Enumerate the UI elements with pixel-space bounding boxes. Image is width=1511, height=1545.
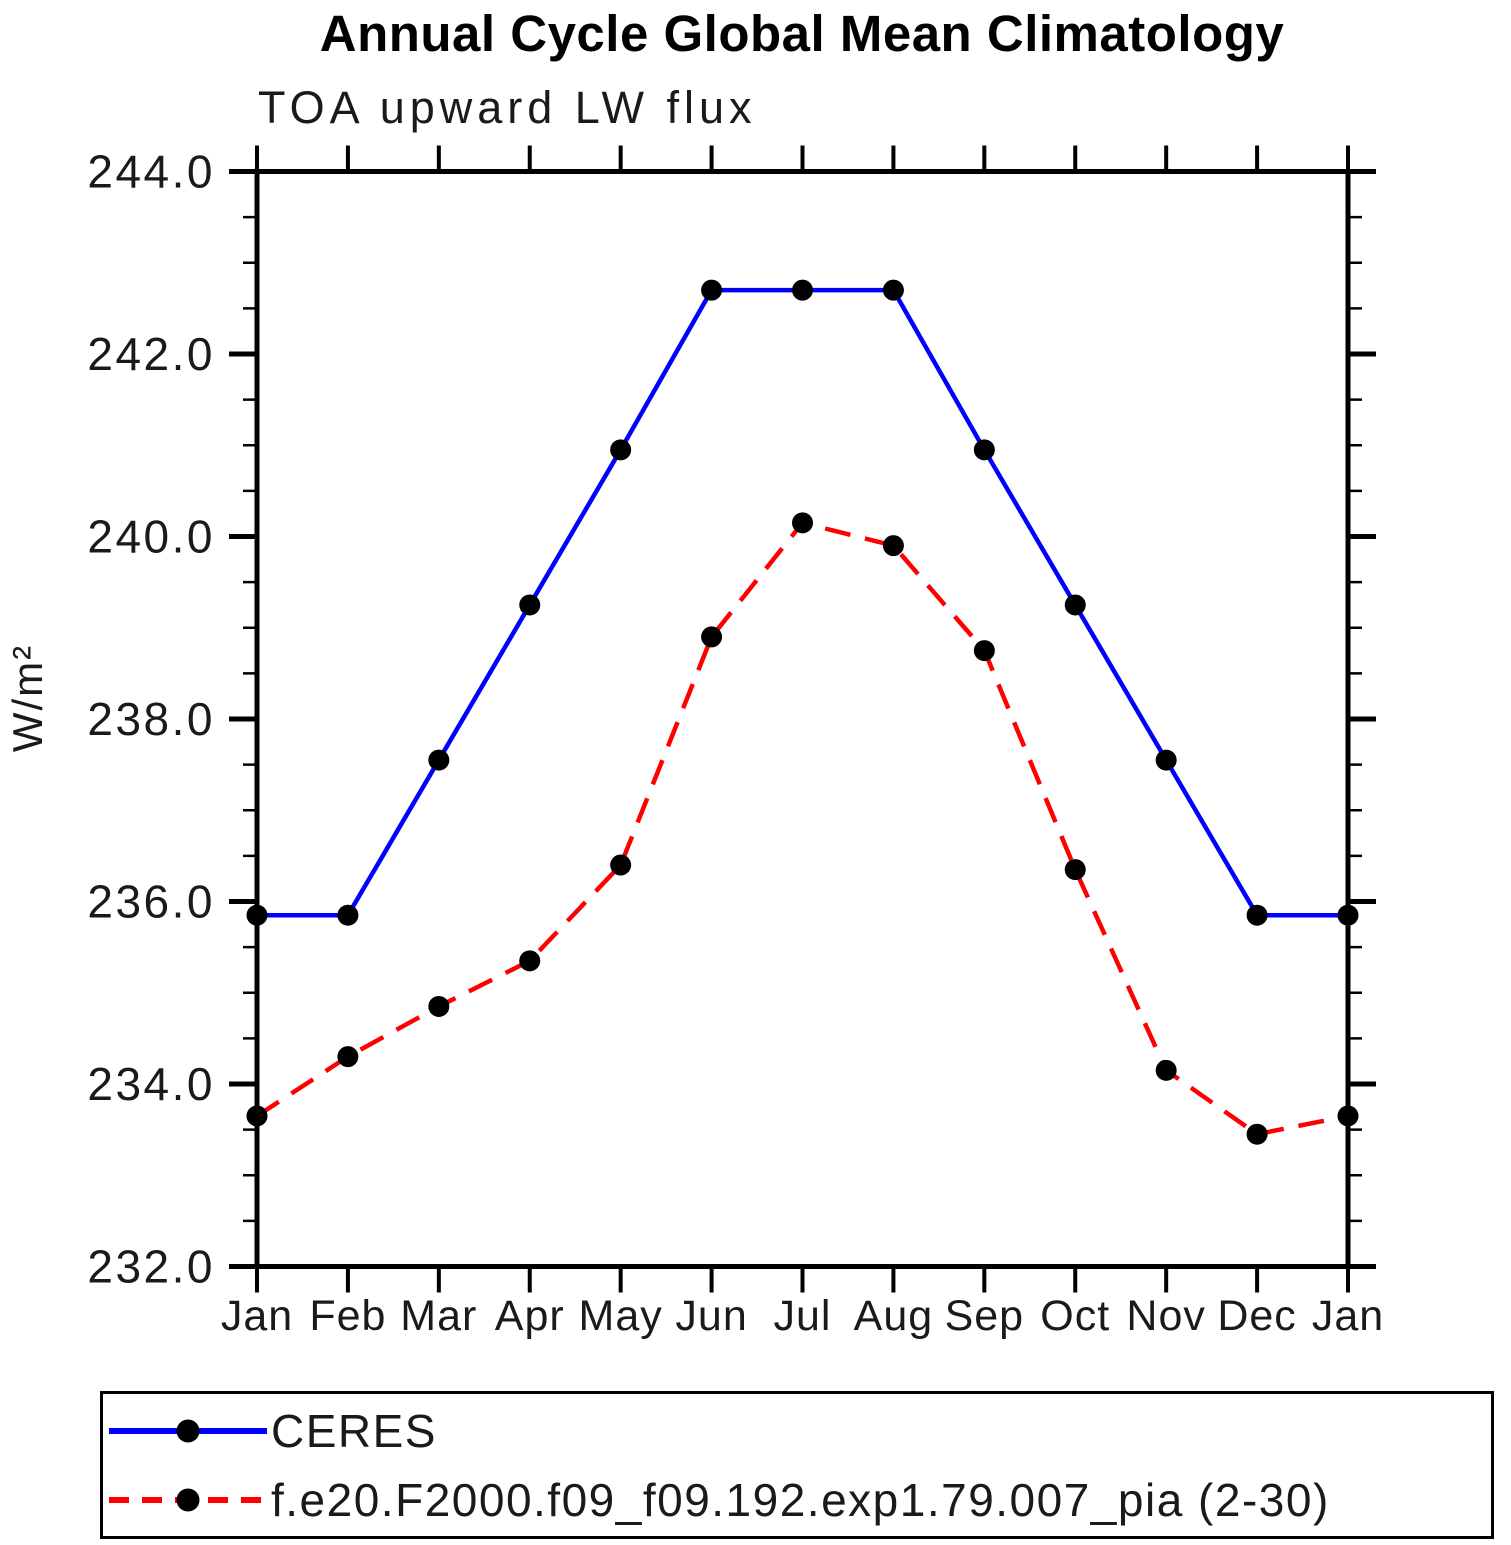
data-point-model	[1246, 1123, 1268, 1145]
data-point-ceres	[1064, 594, 1086, 616]
data-point-ceres	[792, 279, 813, 301]
legend-swatch-marker	[176, 1419, 200, 1442]
data-point-ceres	[610, 439, 632, 461]
x-tick-label: Jul	[774, 1292, 832, 1340]
series-line-model	[255, 520, 1349, 1137]
data-point-ceres	[428, 749, 450, 771]
data-point-model	[701, 626, 723, 648]
x-tick-label: Sep	[945, 1292, 1025, 1340]
y-tick-label: 236.0	[87, 876, 215, 928]
y-tick-label: 232.0	[87, 1241, 215, 1293]
legend-swatch-marker	[176, 1488, 200, 1511]
data-point-model	[1064, 859, 1086, 881]
legend-item-ceres: CERES	[103, 1398, 1491, 1464]
y-tick-label: 244.0	[87, 146, 215, 198]
data-point-ceres	[1155, 749, 1177, 771]
x-tick-label: Feb	[309, 1292, 386, 1340]
model-line-swatch	[109, 1488, 267, 1511]
legend-label-ceres: CERES	[271, 1404, 437, 1457]
data-point-ceres	[973, 439, 995, 461]
data-point-ceres	[701, 279, 723, 301]
data-point-model	[428, 995, 450, 1017]
series-line-ceres	[257, 287, 1348, 918]
data-point-ceres	[246, 904, 268, 926]
data-point-model	[882, 535, 904, 557]
ceres-line-swatch	[109, 1419, 267, 1442]
y-tick-label: 238.0	[87, 693, 215, 745]
data-point-ceres	[337, 904, 359, 926]
data-point-model	[519, 950, 541, 972]
y-tick-label: 242.0	[87, 328, 215, 380]
data-point-model	[973, 640, 995, 662]
data-point-model	[246, 1105, 268, 1127]
x-tick-label: Jan	[221, 1292, 293, 1340]
x-tick-label: Oct	[1040, 1292, 1110, 1340]
x-tick-label: May	[579, 1292, 663, 1340]
data-point-ceres	[1246, 904, 1268, 926]
legend-item-model: f.e20.F2000.f09_f09.192.exp1.79.007_pia …	[103, 1467, 1491, 1533]
data-point-model	[337, 1046, 359, 1068]
data-point-ceres	[1337, 904, 1359, 926]
x-tick-label: Mar	[400, 1292, 477, 1340]
x-tick-label: Aug	[854, 1292, 934, 1340]
x-tick-label: Jan	[1312, 1292, 1384, 1340]
y-tick-label: 234.0	[87, 1058, 215, 1110]
y-tick-label: 240.0	[87, 511, 215, 563]
legend-label-model: f.e20.F2000.f09_f09.192.exp1.79.007_pia …	[271, 1473, 1330, 1526]
x-tick-label: Apr	[495, 1292, 565, 1340]
x-tick-label: Dec	[1217, 1292, 1296, 1340]
data-point-model	[792, 512, 813, 534]
x-tick-label: Nov	[1126, 1292, 1205, 1340]
x-tick-label: Jun	[675, 1292, 747, 1340]
data-point-model	[1337, 1105, 1359, 1127]
chart-title: Annual Cycle Global Mean Climatology	[319, 5, 1285, 62]
data-point-ceres	[882, 279, 904, 301]
legend: CERES f.e20.F2000.f09_f09.192.exp1.79.00…	[100, 1391, 1494, 1539]
plot-area: Jan Feb Mar Apr May Jun Jul Aug Sep Oct Nov Dec Jan2…	[87, 145, 1384, 1340]
data-point-model	[610, 854, 632, 876]
chart-subtitle: TOA upward LW flux	[258, 82, 757, 133]
data-point-ceres	[519, 594, 541, 616]
data-point-model	[1155, 1059, 1177, 1081]
